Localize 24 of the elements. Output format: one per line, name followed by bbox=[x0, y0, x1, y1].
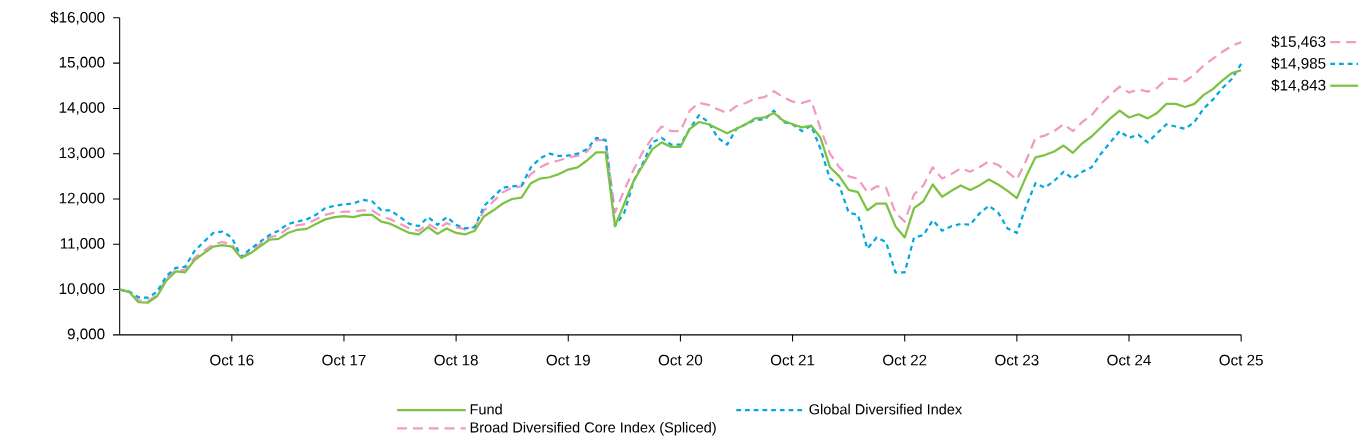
x-tick-label: Oct 17 bbox=[322, 354, 366, 366]
annotation: $15,463 bbox=[1271, 35, 1326, 49]
x-tick-label: Oct 19 bbox=[546, 354, 590, 366]
y-tick-label: 11,000 bbox=[60, 238, 105, 251]
y-tick-label: 14,000 bbox=[59, 102, 105, 115]
y-tick-label: 12,000 bbox=[59, 192, 105, 206]
y-tick-label: 9,000 bbox=[67, 328, 105, 342]
annotation: $14,985 bbox=[1271, 57, 1326, 71]
y-tick-label: $16,000 bbox=[50, 11, 105, 25]
x-tick-label: Oct 18 bbox=[434, 354, 478, 366]
x-tick-label: Oct 16 bbox=[210, 354, 254, 366]
x-tick-label: Oct 21 bbox=[770, 354, 815, 366]
legend-label: Fund bbox=[470, 403, 502, 415]
annotation: $14,843 bbox=[1271, 79, 1326, 93]
legend-label: Global Diversified Index bbox=[809, 403, 962, 415]
y-tick-label: 13,000 bbox=[59, 147, 105, 161]
legend-label: Broad Diversified Core Index (Spliced) bbox=[470, 421, 716, 436]
x-tick-label: Oct 24 bbox=[1107, 354, 1151, 366]
x-tick-label: Oct 22 bbox=[883, 354, 927, 366]
x-tick-label: Oct 20 bbox=[658, 354, 703, 366]
x-tick-label: Oct 25 bbox=[1219, 354, 1263, 366]
y-tick-label: 10,000 bbox=[59, 283, 105, 296]
y-tick-label: 15,000 bbox=[59, 56, 105, 70]
x-tick-label: Oct 23 bbox=[995, 354, 1039, 366]
